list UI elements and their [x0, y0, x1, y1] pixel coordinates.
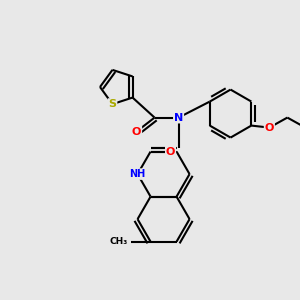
- Text: O: O: [132, 127, 141, 136]
- Text: NH: NH: [129, 169, 146, 179]
- Text: CH₃: CH₃: [110, 237, 128, 246]
- Text: O: O: [166, 147, 175, 157]
- Text: N: N: [174, 112, 183, 123]
- Text: S: S: [108, 99, 116, 109]
- Text: O: O: [265, 123, 274, 133]
